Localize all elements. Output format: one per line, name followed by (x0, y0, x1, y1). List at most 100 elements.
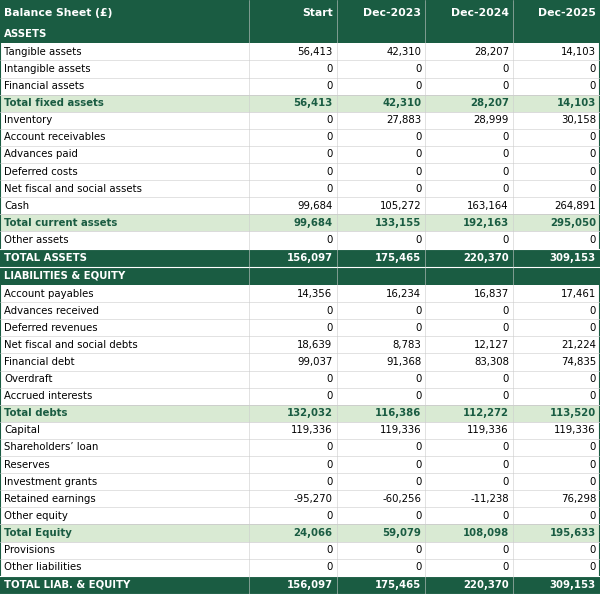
Text: 0: 0 (503, 477, 509, 486)
Text: 113,520: 113,520 (550, 408, 596, 418)
Bar (337, 388, 425, 405)
Text: 0: 0 (503, 323, 509, 333)
Bar (249, 197, 337, 214)
Text: Total current assets: Total current assets (4, 218, 118, 228)
Text: -95,270: -95,270 (293, 494, 332, 504)
Text: 0: 0 (590, 511, 596, 521)
Bar (337, 43, 425, 61)
Text: TOTAL ASSETS: TOTAL ASSETS (4, 252, 87, 263)
Text: 0: 0 (415, 64, 421, 74)
Bar (337, 405, 425, 422)
Text: 0: 0 (415, 150, 421, 159)
Text: 0: 0 (326, 562, 332, 572)
Bar (425, 129, 513, 146)
Bar (249, 61, 337, 78)
Text: 112,272: 112,272 (463, 408, 509, 418)
Bar (337, 180, 425, 197)
Bar (249, 439, 337, 456)
Bar (513, 405, 600, 422)
Bar (0, 336, 249, 353)
Bar (249, 558, 337, 576)
Text: 0: 0 (326, 511, 332, 521)
Bar (0, 285, 249, 302)
Bar (0, 473, 249, 490)
Bar (513, 0, 600, 25)
Bar (425, 456, 513, 473)
Text: 21,224: 21,224 (561, 340, 596, 350)
Bar (0, 388, 249, 405)
Bar (337, 422, 425, 439)
Bar (0, 197, 249, 214)
Text: Investment grants: Investment grants (4, 477, 97, 486)
Bar (249, 302, 337, 319)
Text: 59,079: 59,079 (383, 528, 421, 538)
Text: 42,310: 42,310 (386, 47, 421, 57)
Bar (425, 146, 513, 163)
Text: Total debts: Total debts (4, 408, 67, 418)
Bar (249, 422, 337, 439)
Bar (0, 61, 249, 78)
Bar (0, 0, 249, 25)
Bar (249, 285, 337, 302)
Bar (249, 576, 337, 594)
Text: 27,883: 27,883 (386, 115, 421, 125)
Text: 0: 0 (326, 545, 332, 555)
Bar (0, 78, 249, 94)
Bar (0, 525, 249, 542)
Bar (425, 371, 513, 388)
Text: 0: 0 (590, 460, 596, 470)
Text: 175,465: 175,465 (375, 580, 421, 590)
Text: 0: 0 (503, 81, 509, 91)
Text: 0: 0 (503, 235, 509, 245)
Text: 163,164: 163,164 (467, 201, 509, 211)
Bar (249, 248, 337, 267)
Text: 220,370: 220,370 (463, 580, 509, 590)
Bar (337, 473, 425, 490)
Text: 83,308: 83,308 (474, 357, 509, 367)
Text: 0: 0 (503, 374, 509, 384)
Bar (425, 94, 513, 112)
Text: 16,234: 16,234 (386, 289, 421, 299)
Bar (513, 43, 600, 61)
Bar (425, 180, 513, 197)
Bar (337, 163, 425, 180)
Text: 0: 0 (590, 323, 596, 333)
Text: LIABILITIES & EQUITY: LIABILITIES & EQUITY (4, 271, 125, 281)
Text: 56,413: 56,413 (298, 47, 332, 57)
Text: 0: 0 (590, 235, 596, 245)
Text: 0: 0 (415, 511, 421, 521)
Text: 0: 0 (590, 64, 596, 74)
Bar (0, 302, 249, 319)
Bar (0, 558, 249, 576)
Text: 0: 0 (326, 132, 332, 143)
Text: 0: 0 (415, 166, 421, 176)
Bar (249, 214, 337, 232)
Bar (513, 232, 600, 248)
Text: 0: 0 (415, 477, 421, 486)
Bar (0, 163, 249, 180)
Text: 0: 0 (503, 443, 509, 453)
Bar (249, 473, 337, 490)
Text: 0: 0 (590, 545, 596, 555)
Bar (249, 0, 337, 25)
Text: ASSETS: ASSETS (4, 29, 47, 39)
Bar (513, 285, 600, 302)
Text: 0: 0 (503, 184, 509, 194)
Text: Accrued interests: Accrued interests (4, 391, 92, 401)
Bar (425, 214, 513, 232)
Bar (337, 78, 425, 94)
Bar (513, 94, 600, 112)
Text: Account receivables: Account receivables (4, 132, 106, 143)
Text: 28,207: 28,207 (474, 47, 509, 57)
Text: Inventory: Inventory (4, 115, 52, 125)
Text: 0: 0 (590, 306, 596, 315)
Bar (0, 94, 249, 112)
Bar (337, 542, 425, 558)
Text: 0: 0 (503, 460, 509, 470)
Text: 0: 0 (590, 166, 596, 176)
Text: 0: 0 (590, 184, 596, 194)
Text: Advances received: Advances received (4, 306, 99, 315)
Bar (249, 542, 337, 558)
Bar (513, 422, 600, 439)
Text: 108,098: 108,098 (463, 528, 509, 538)
